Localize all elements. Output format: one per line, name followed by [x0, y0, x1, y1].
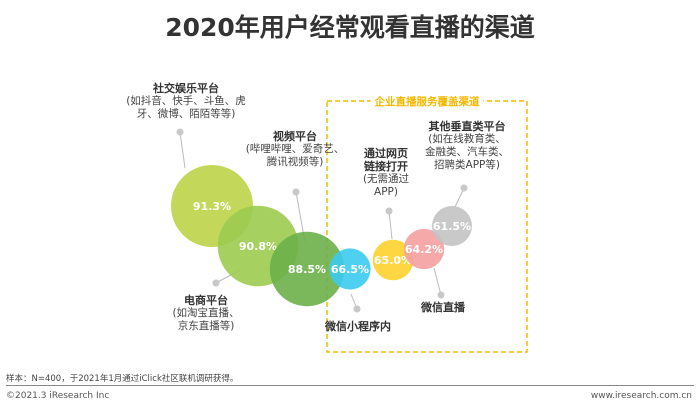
label-name: 电商平台: [183, 294, 228, 307]
bubble: [372, 239, 414, 281]
leader-dot: [460, 184, 468, 192]
label-name: 其他垂直类平台: [428, 120, 506, 133]
label-desc: (如抖音、快手、斗鱼、虎: [126, 95, 246, 107]
leader-line: [454, 187, 465, 208]
label-desc: (无需通过: [362, 173, 410, 185]
label-name: 微信小程序内: [325, 320, 391, 333]
bubble-value-label: 61.5%: [433, 220, 471, 233]
label-desc: (如在线教育类、: [428, 133, 506, 145]
leader-dot: [176, 128, 184, 136]
leader-line: [433, 267, 442, 296]
label-wechat-live: 微信直播: [421, 301, 465, 314]
label-desc: (如淘宝直播、: [172, 307, 240, 319]
label-name: 通过网页: [363, 147, 408, 160]
bubble-value-label: 66.5%: [331, 263, 369, 276]
label-name: 链接打开: [363, 160, 408, 173]
website-url: www.iresearch.com.cn: [590, 391, 692, 401]
label-name: 微信直播: [421, 301, 465, 314]
bubble: [329, 248, 371, 290]
leader-line: [388, 210, 393, 240]
label-name: 社交娱乐平台: [152, 82, 219, 95]
box-title: 企业直播服务覆盖渠道: [370, 94, 484, 109]
label-ecommerce: 电商平台 (如淘宝直播、 京东直播等): [172, 294, 239, 333]
leader-dot: [353, 305, 361, 313]
label-video: 视频平台 (哔哩哔哩、爱奇艺、 腾讯视频等): [246, 130, 345, 169]
bubble-value-label: 90.8%: [239, 240, 277, 253]
bubble-value-label: 88.5%: [288, 263, 326, 276]
label-desc: 金融类、汽车类、: [425, 146, 509, 158]
label-desc: 招聘类APP等): [434, 159, 500, 171]
label-desc: 京东直播等): [177, 320, 235, 332]
leader-dot: [385, 207, 393, 215]
bubble: [403, 228, 445, 270]
bubble-value-label: 91.3%: [193, 200, 231, 213]
leader-dot: [292, 188, 300, 196]
leader-dot: [212, 279, 220, 287]
bubble-value-label: 64.2%: [405, 243, 443, 256]
leader-line: [179, 131, 186, 169]
label-desc: 腾讯视频等): [266, 156, 324, 168]
page-title: 2020年用户经常观看直播的渠道: [165, 13, 535, 42]
leader-dot: [437, 291, 445, 299]
label-weblink: 通过网页 链接打开 (无需通过 APP): [363, 147, 409, 199]
label-desc: (哔哩哔哩、爱奇艺、: [245, 143, 345, 155]
label-miniprogram: 微信小程序内: [325, 320, 391, 333]
label-desc: APP): [374, 186, 398, 198]
label-social: 社交娱乐平台 (如抖音、快手、斗鱼、虎 牙、微博、陌陌等等): [126, 82, 246, 121]
footer-divider: [6, 385, 694, 386]
label-name: 视频平台: [272, 130, 317, 143]
bubble: [269, 231, 345, 307]
sample-note: 样本：N=400，于2021年1月通过iClick社区联机调研获得。: [6, 374, 239, 384]
label-vertical: 其他垂直类平台 (如在线教育类、 金融类、汽车类、 招聘类APP等): [425, 120, 509, 172]
bubble-value-label: 65.0%: [374, 254, 412, 267]
bubble: [432, 206, 472, 246]
label-desc: 牙、微博、陌陌等等): [136, 108, 236, 120]
copyright: ©2021.3 iResearch Inc: [6, 391, 110, 401]
